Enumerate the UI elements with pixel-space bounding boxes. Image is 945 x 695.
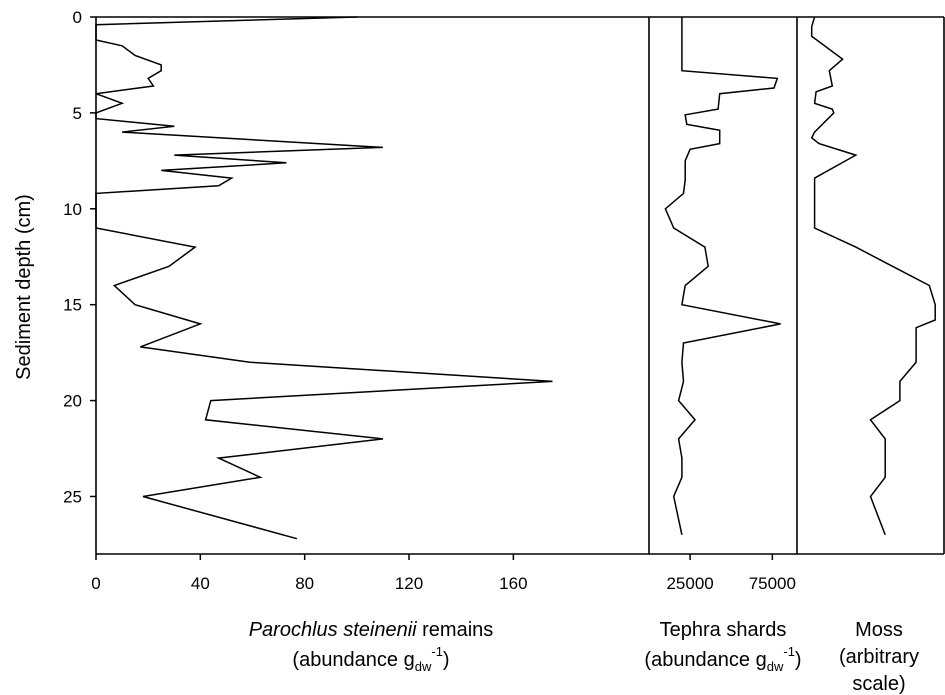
- moss-axis-title-line2: (arbitrary: [839, 646, 919, 668]
- moss-axis-title-line3: scale): [852, 673, 905, 695]
- y-tick-label: 10: [63, 200, 82, 219]
- parochlus-units-pre: (abundance g: [292, 649, 414, 671]
- parochlus-axis-title-line1: Parochlus steinenii remains: [249, 619, 494, 641]
- y-tick-label: 20: [63, 392, 82, 411]
- parochlus-title-rest: remains: [417, 619, 494, 641]
- moss-series-line: [810, 16, 936, 536]
- x-tick-label: 160: [499, 574, 527, 593]
- parochlus-species-name: Parochlus steinenii: [249, 619, 417, 641]
- tephra-units-post: ): [795, 649, 802, 671]
- parochlus-units-post: ): [443, 649, 450, 671]
- x-tick-label: 25000: [666, 574, 713, 593]
- y-tick-label: 25: [63, 487, 82, 506]
- parochlus-units-sub: dw: [415, 659, 432, 674]
- parochlus-axis-title-line2: (abundance gdw-1): [292, 644, 449, 674]
- x-ticks-parochlus: 0 40 80 120 160: [91, 554, 528, 593]
- series-lines: [95, 16, 936, 540]
- x-tick-label: 75000: [749, 574, 796, 593]
- x-ticks-tephra: 25000 75000: [666, 554, 796, 593]
- tephra-axis-title-line2: (abundance gdw-1): [644, 644, 801, 674]
- tephra-units-pre: (abundance g: [644, 649, 766, 671]
- tephra-units-sup: -1: [783, 644, 795, 659]
- x-tick-label: 80: [295, 574, 314, 593]
- parochlus-units-sup: -1: [431, 644, 443, 659]
- y-tick-label: 5: [73, 104, 82, 123]
- y-tick-label: 15: [63, 296, 82, 315]
- y-tick-label: 0: [73, 8, 82, 27]
- y-axis-title: Sediment depth (cm): [13, 194, 35, 380]
- x-tick-label: 0: [91, 574, 100, 593]
- moss-axis-title-line1: Moss: [855, 619, 903, 641]
- tephra-axis-title-line1: Tephra shards: [660, 619, 787, 641]
- tephra-series-line: [664, 17, 781, 535]
- x-tick-label: 40: [191, 574, 210, 593]
- panel-frames: [95, 16, 945, 555]
- parochlus-series-line: [95, 16, 553, 540]
- x-tick-label: 120: [395, 574, 423, 593]
- y-ticks: 0 5 10 15 20 25: [63, 8, 96, 506]
- tephra-units-sub: dw: [767, 659, 784, 674]
